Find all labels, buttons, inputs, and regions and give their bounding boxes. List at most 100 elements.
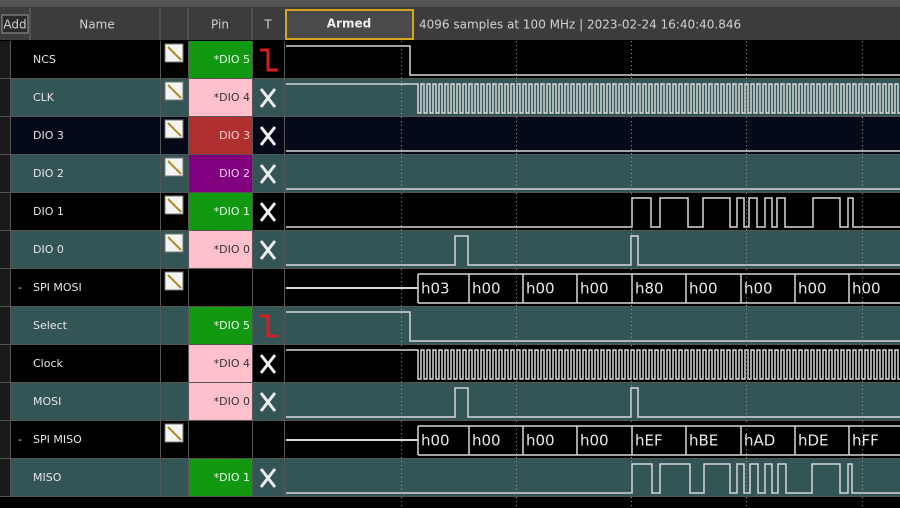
decoded-byte: hBE — [689, 432, 718, 450]
decoded-byte: h03 — [421, 280, 450, 298]
edit-icon-pen — [167, 122, 182, 137]
decoded-byte: hDE — [798, 432, 829, 450]
row-gutter — [0, 79, 10, 117]
pin-header: Pin — [211, 18, 229, 32]
row-gutter — [0, 41, 10, 79]
row-gutter — [0, 307, 10, 345]
pin: *DIO 0 — [214, 395, 250, 408]
trigger-header: T — [263, 18, 272, 32]
edit-icon-pen — [167, 198, 182, 213]
signal-name: CLK — [33, 91, 55, 104]
decoded-byte: h00 — [472, 280, 501, 298]
edit-icon-pen — [167, 274, 182, 289]
decoded-byte: h00 — [526, 432, 555, 450]
bus-segment — [848, 425, 900, 456]
edit-icon-pen — [167, 160, 182, 175]
bus-segment — [794, 425, 849, 456]
row-background — [0, 155, 900, 193]
signal-name: Select — [33, 319, 68, 332]
signal-name: SPI MISO — [33, 433, 82, 446]
bus-segment — [631, 273, 686, 304]
bus-segment — [522, 273, 577, 304]
name-header: Name — [79, 18, 114, 32]
signal-name: DIO 1 — [33, 205, 64, 218]
signal-name: DIO 2 — [33, 167, 64, 180]
waveform — [286, 349, 900, 380]
row-gutter — [0, 231, 10, 269]
bus-segment — [576, 273, 632, 304]
row-background — [0, 307, 900, 345]
trigger-any — [259, 126, 277, 146]
pin: *DIO 5 — [214, 319, 250, 332]
edit-icon-pen — [167, 426, 182, 441]
top-strip — [0, 0, 900, 7]
bus-segment — [848, 273, 900, 304]
pin: DIO 3 — [219, 129, 250, 142]
trigger-any — [259, 354, 277, 374]
bus-segment — [468, 273, 523, 304]
pin-cell — [189, 459, 252, 496]
decoded-byte: hAD — [744, 432, 775, 450]
waveform — [286, 387, 900, 418]
signal-name: SPI MOSI — [33, 281, 82, 294]
row-gutter — [0, 421, 10, 459]
waveform — [286, 197, 900, 228]
row-gutter — [0, 155, 10, 193]
bus-segment — [740, 425, 795, 456]
bus-segment — [417, 273, 469, 304]
add-button[interactable] — [1, 14, 29, 34]
pin-cell — [189, 117, 252, 154]
expander: - — [18, 281, 22, 294]
bus-segment — [685, 425, 741, 456]
pin: *DIO 1 — [214, 471, 250, 484]
row-background — [0, 269, 900, 307]
bus-segment — [794, 273, 849, 304]
signal-name: DIO 0 — [33, 243, 64, 256]
decoded-byte: h80 — [635, 280, 664, 298]
bus-segment — [522, 425, 577, 456]
signal-name: MISO — [33, 471, 62, 484]
signal-name: DIO 3 — [33, 129, 64, 142]
pin: *DIO 4 — [214, 91, 250, 104]
row-gutter — [0, 383, 10, 421]
row-gutter — [0, 459, 10, 497]
trigger-any — [259, 392, 277, 412]
trigger-any — [259, 88, 277, 108]
row-gutter — [0, 193, 10, 231]
edit-icon-pen — [167, 46, 182, 61]
decoded-byte: h00 — [421, 432, 450, 450]
row-background — [0, 193, 900, 231]
row-background — [0, 231, 900, 269]
capture-info: 4096 samples at 100 MHz | 2023-02-24 16:… — [419, 18, 741, 32]
trigger-any — [259, 468, 277, 488]
waveform — [286, 45, 900, 76]
pin-cell — [189, 383, 252, 420]
trigger-falling — [260, 48, 278, 72]
signal-name: Clock — [33, 357, 64, 370]
trigger-any — [259, 202, 277, 222]
pin: *DIO 1 — [214, 205, 250, 218]
signal-name: NCS — [33, 53, 56, 66]
bus-segment — [576, 425, 632, 456]
status: Armed — [327, 17, 371, 31]
waveform — [286, 235, 900, 266]
pin: *DIO 0 — [214, 243, 250, 256]
edit-icon-pen — [167, 236, 182, 251]
bus-segment — [740, 273, 795, 304]
pin-cell — [189, 231, 252, 268]
pin-cell — [189, 41, 252, 78]
decoded-byte: h00 — [580, 280, 609, 298]
pin: *DIO 4 — [214, 357, 250, 370]
row-gutter — [0, 269, 10, 307]
add-label[interactable]: Add — [3, 18, 26, 32]
trigger-falling — [260, 314, 278, 338]
decoded-byte: h00 — [472, 432, 501, 450]
pin-cell — [189, 79, 252, 116]
bus-segment — [685, 273, 741, 304]
row-background — [0, 79, 900, 117]
row-background — [0, 41, 900, 79]
trigger-any — [259, 164, 277, 184]
row-background — [0, 345, 900, 383]
trigger-any — [259, 240, 277, 260]
